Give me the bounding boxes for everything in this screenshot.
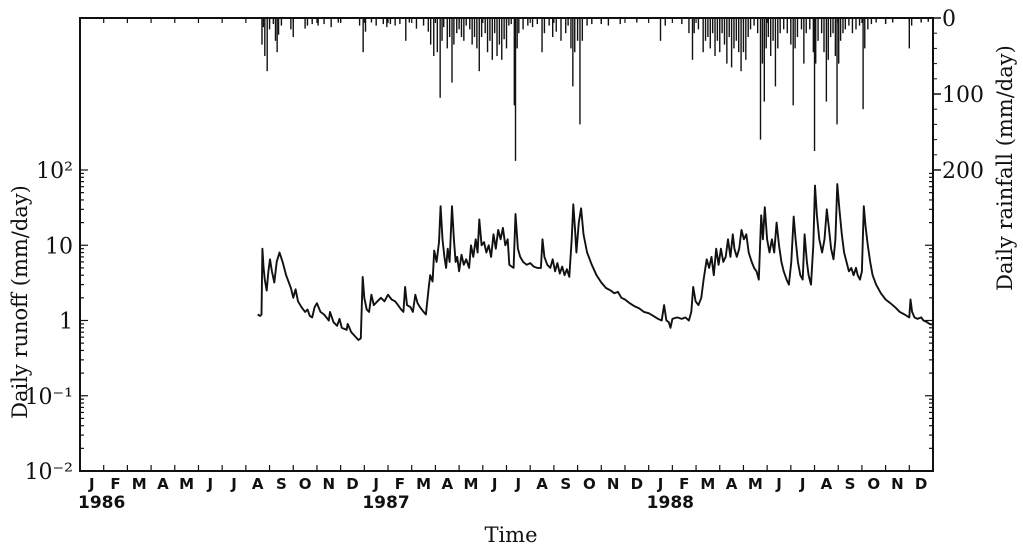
right-axis-ticks: 0 100 200 — [932, 7, 984, 184]
left-axis-tick-label: 1 — [59, 310, 73, 335]
month-label: J — [657, 475, 664, 493]
month-label: N — [891, 475, 904, 493]
month-label: J — [230, 475, 237, 493]
left-axis-tick-label: 10⁻² — [25, 460, 73, 485]
month-label: O — [867, 475, 880, 493]
month-label: O — [583, 475, 596, 493]
month-label: M — [132, 475, 147, 493]
year-label: 1986 — [78, 493, 125, 513]
month-label: M — [748, 475, 763, 493]
runoff-series-line — [257, 183, 933, 341]
left-axis-tick-label: 10² — [36, 159, 73, 184]
month-label: O — [299, 475, 312, 493]
month-label: F — [110, 475, 120, 493]
month-label: J — [88, 475, 95, 493]
month-label: N — [607, 475, 620, 493]
month-label: N — [323, 475, 336, 493]
month-label: J — [515, 475, 522, 493]
year-label: 1988 — [647, 493, 694, 513]
month-label: F — [679, 475, 689, 493]
left-axis-ticks: 10² 10 1 10⁻¹ 10⁻² — [25, 159, 933, 485]
month-label: M — [700, 475, 715, 493]
right-axis-tick-label: 0 — [942, 7, 956, 32]
month-label: D — [915, 475, 927, 493]
month-label: F — [395, 475, 405, 493]
year-label: 1987 — [362, 493, 409, 513]
x-axis-title: Time — [484, 523, 537, 547]
month-label: J — [491, 475, 498, 493]
month-label: M — [463, 475, 478, 493]
x-axis-month-ticks: J F M A M J J A S O N D J F M A M J J A S O N D J F M A M J J A S O N D1986… — [78, 18, 934, 513]
month-label: J — [207, 475, 214, 493]
month-label: A — [536, 475, 548, 493]
month-label: A — [157, 475, 169, 493]
right-axis-tick-label: 100 — [942, 83, 984, 108]
month-label: S — [560, 475, 571, 493]
month-label: A — [821, 475, 833, 493]
month-label: A — [726, 475, 738, 493]
month-label: J — [799, 475, 806, 493]
right-axis-tick-label: 200 — [942, 159, 984, 184]
month-label: A — [441, 475, 453, 493]
month-label: J — [372, 475, 379, 493]
month-label: J — [775, 475, 782, 493]
rainfall-bars — [261, 18, 929, 161]
month-label: M — [179, 475, 194, 493]
left-axis-title: Daily runoff (mm/day) — [8, 185, 32, 419]
left-axis-tick-label: 10 — [45, 234, 73, 259]
month-label: S — [845, 475, 856, 493]
month-label: S — [276, 475, 287, 493]
month-label: A — [252, 475, 264, 493]
month-label: D — [346, 475, 358, 493]
month-label: M — [416, 475, 431, 493]
right-axis-title: Daily rainfall (mm/day) — [993, 45, 1017, 291]
left-axis-tick-label: 10⁻¹ — [25, 385, 73, 410]
month-label: D — [631, 475, 643, 493]
